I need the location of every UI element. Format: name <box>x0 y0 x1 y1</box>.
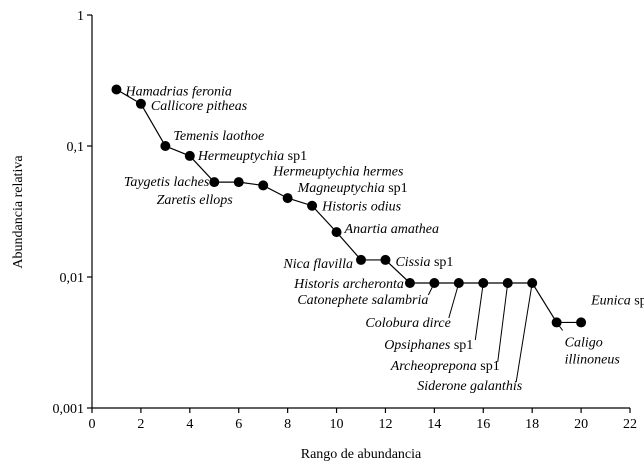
y-tick-label: 0,01 <box>60 271 85 286</box>
point-label: Hermeuptychia sp1 <box>197 149 307 164</box>
point-label: Taygetis laches <box>124 175 210 190</box>
data-point <box>135 98 146 109</box>
label-species: Cissia <box>395 255 430 270</box>
label-suffix: sp1 <box>430 255 453 270</box>
label-suffix: sp1 <box>477 359 500 374</box>
label-species: Hermeuptychia hermes <box>272 164 404 179</box>
point-label: Nica flavilla <box>282 257 353 272</box>
point-label: Callicore pitheas <box>151 99 248 114</box>
point-label: Siderone galanthis <box>417 379 522 394</box>
point-label: Hamadrias feronia <box>124 84 231 99</box>
data-point <box>307 200 318 211</box>
leader-line <box>448 282 460 319</box>
label-suffix: sp1 <box>385 181 408 196</box>
x-tick-label: 0 <box>89 417 96 432</box>
x-tick-label: 18 <box>525 417 539 432</box>
leader-line <box>427 282 435 296</box>
leader-line <box>556 322 564 331</box>
x-tick-label: 2 <box>137 417 144 432</box>
label-species: Hamadrias feronia <box>124 84 231 99</box>
label-species: Eunica <box>590 293 631 308</box>
label-species: Temenis laothoe <box>173 129 264 144</box>
label-species: Zaretis ellops <box>157 193 234 208</box>
data-point <box>404 277 415 288</box>
leader-line <box>497 282 509 363</box>
label-species: Nica flavilla <box>282 257 353 272</box>
point-label: Eunica sp1 <box>590 293 644 308</box>
label-line: illinoneus <box>565 352 621 367</box>
y-tick-label: 1 <box>77 9 84 24</box>
label-suffix: sp1 <box>631 293 644 308</box>
leader-line <box>515 282 533 383</box>
x-tick-label: 10 <box>330 417 344 432</box>
point-label: Zaretis ellops <box>157 193 234 208</box>
point-label: Temenis laothoe <box>173 129 264 144</box>
point-label: Historis archeronta <box>293 277 404 292</box>
point-label: Historis odius <box>321 200 402 215</box>
label-species: Archeoprepona <box>390 359 477 374</box>
label-species: Siderone galanthis <box>417 379 522 394</box>
point-label: Archeoprepona sp1 <box>390 359 500 374</box>
label-suffix: sp1 <box>450 338 473 353</box>
x-tick-label: 4 <box>186 417 193 432</box>
x-tick-label: 8 <box>284 417 291 432</box>
label-species: Magneuptychia <box>297 181 385 196</box>
data-point <box>160 141 171 151</box>
data-point <box>111 84 122 95</box>
label-species: Catonephete salambria <box>297 293 428 308</box>
data-point <box>380 254 391 265</box>
point-label: Caligo illinoneus <box>565 335 621 367</box>
x-axis-title: Rango de abundancia <box>301 447 422 462</box>
x-tick-label: 16 <box>476 417 490 432</box>
y-tick-label: 0,1 <box>67 140 85 155</box>
data-point <box>233 177 244 188</box>
data-point <box>184 150 195 161</box>
data-point <box>331 227 342 238</box>
label-suffix: sp1 <box>284 149 307 164</box>
label-species: Colobura dirce <box>365 316 450 331</box>
y-tick-label: 0,001 <box>53 402 85 417</box>
label-species: Historis odius <box>321 200 402 215</box>
point-label: Opsiphanes sp1 <box>384 338 473 353</box>
label-species: Hermeuptychia <box>197 149 284 164</box>
point-label: Catonephete salambria <box>297 293 428 308</box>
data-point <box>282 193 293 204</box>
data-point <box>258 180 269 191</box>
label-species: Opsiphanes <box>384 338 451 353</box>
label-species: Anartia amathea <box>344 222 440 237</box>
x-tick-label: 20 <box>574 417 588 432</box>
point-label: Magneuptychia sp1 <box>297 181 408 196</box>
point-label: Anartia amathea <box>344 222 440 237</box>
x-tick-label: 22 <box>623 417 637 432</box>
x-tick-label: 12 <box>378 417 392 432</box>
data-point <box>209 177 220 188</box>
label-species: Taygetis laches <box>124 175 210 190</box>
leader-line <box>474 282 484 341</box>
data-point <box>576 317 587 328</box>
data-point <box>502 277 513 288</box>
point-label: Cissia sp1 <box>395 255 453 270</box>
x-tick-label: 6 <box>235 417 242 432</box>
point-label: Hermeuptychia hermes <box>272 164 404 179</box>
label-species: Historis archeronta <box>293 277 404 292</box>
data-point <box>356 254 366 265</box>
y-axis-title: Abundancia relativa <box>11 155 26 269</box>
label-line: Caligo <box>565 335 603 350</box>
point-label: Colobura dirce <box>365 316 450 331</box>
label-species: Callicore pitheas <box>151 99 248 114</box>
x-tick-label: 14 <box>427 417 441 432</box>
